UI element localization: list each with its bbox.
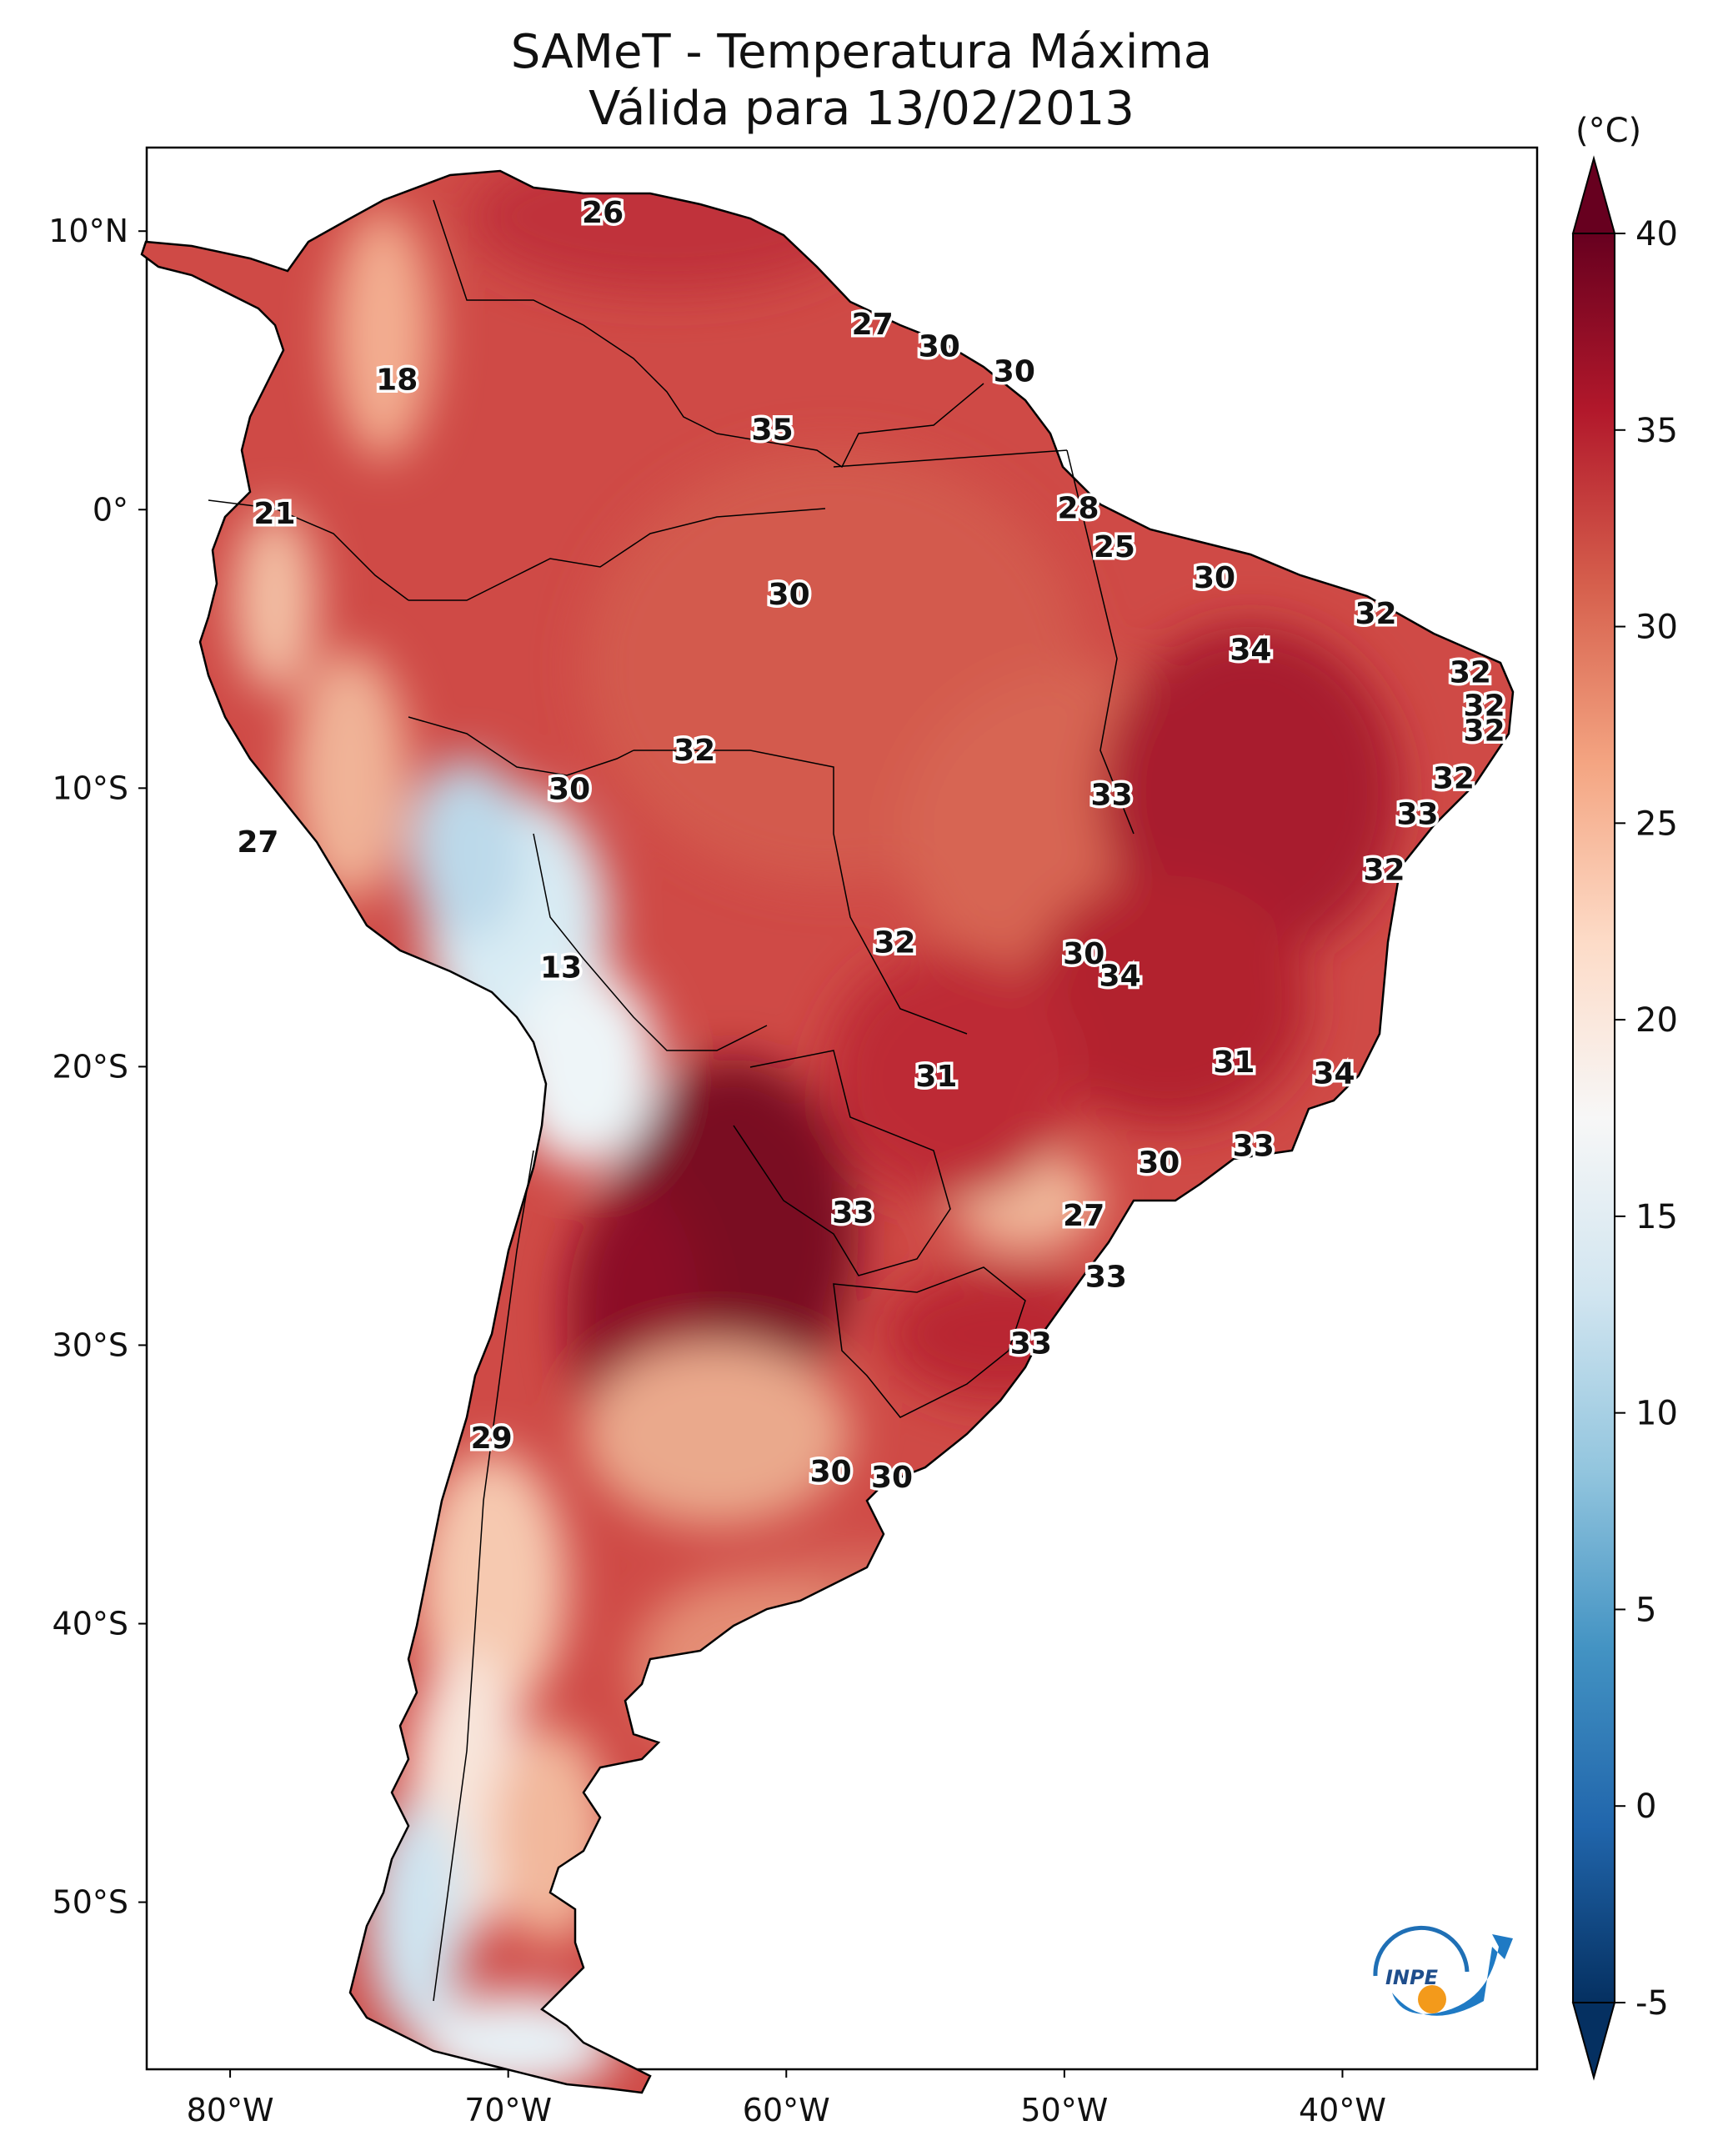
colorbar-tick-label: 40	[1635, 215, 1678, 253]
latitude-axis: 10°N 0° 10°S 20°S 30°S 40°S 50°S	[48, 213, 147, 1921]
lat-tick-label: 50°S	[53, 1884, 128, 1921]
temperature-label: 21	[253, 497, 295, 531]
temperature-label: 18	[376, 364, 418, 398]
colorbar-tick-label: 5	[1635, 1591, 1656, 1629]
lat-tick-label: 30°S	[53, 1326, 128, 1363]
colorbar-tick-label: 10	[1635, 1395, 1678, 1433]
temperature-label: 30	[919, 330, 960, 364]
inpe-logo: INPE	[1373, 1926, 1513, 2016]
temperature-label: 32	[1464, 689, 1505, 723]
temperature-label: 34	[1313, 1056, 1355, 1091]
lat-tick-label: 10°N	[48, 213, 128, 249]
temperature-label: 34	[1099, 959, 1141, 993]
temperature-label: 31	[1213, 1045, 1255, 1080]
temperature-label: 27	[852, 308, 894, 342]
lon-tick-label: 80°W	[187, 2092, 274, 2128]
temperature-labels: 2618212730303528253030323432323232333230…	[234, 193, 1508, 1498]
temperature-label: 33	[1010, 1326, 1052, 1361]
lat-tick-label: 10°S	[53, 770, 128, 806]
temperature-label: 32	[874, 925, 915, 960]
temperature-label: 33	[832, 1196, 874, 1230]
lat-tick-label: 40°S	[53, 1606, 128, 1642]
colorbar-tick-label: 0	[1635, 1787, 1656, 1826]
temperature-label: 30	[810, 1455, 852, 1489]
inpe-logo-text: INPE	[1385, 1966, 1439, 1989]
lat-tick-label: 20°S	[53, 1048, 128, 1085]
country-borders	[208, 199, 1134, 2002]
lat-tick-label: 0°	[93, 491, 128, 528]
temperature-label: 32	[1464, 714, 1505, 749]
colorbar-max-arrow	[1571, 155, 1616, 234]
temperature-label: 30	[994, 355, 1035, 389]
temperature-label: 33	[1091, 778, 1133, 812]
temperature-label: 30	[1194, 561, 1235, 595]
temperature-label: 32	[1433, 761, 1475, 795]
temperature-label: 27	[237, 825, 278, 860]
colorbar-unit: (°C)	[1575, 112, 1641, 150]
map-subtitle: Válida para 13/02/2013	[589, 82, 1134, 136]
temperature-label: 26	[582, 196, 624, 230]
temperature-field	[142, 171, 1513, 2093]
temperature-label: 28	[1058, 491, 1099, 525]
colorbar-tick-label: 25	[1635, 805, 1678, 843]
temperature-label: 34	[1230, 634, 1271, 668]
colorbar-tick-label: 30	[1635, 609, 1678, 647]
colorbar-ramp	[1572, 233, 1615, 2003]
temperature-label: 33	[1085, 1260, 1127, 1294]
colorbar-tick-label: 15	[1635, 1198, 1678, 1236]
temperature-label: 25	[1094, 530, 1135, 564]
lon-tick-label: 70°W	[464, 2092, 552, 2128]
temperature-label: 32	[1355, 597, 1396, 631]
map-title: SAMeT - Temperatura Máxima	[510, 25, 1213, 79]
temperature-label: 31	[915, 1060, 957, 1094]
colorbar-tick-label: 35	[1635, 412, 1678, 450]
colorbar-tick-label: -5	[1635, 1984, 1669, 2023]
temperature-label: 29	[471, 1421, 513, 1456]
temperature-label: 30	[1063, 937, 1104, 971]
lon-tick-label: 40°W	[1299, 2092, 1386, 2128]
colorbar-min-arrow	[1571, 2002, 1616, 2081]
temperature-label: 32	[1450, 655, 1491, 689]
temperature-label: 30	[548, 773, 590, 807]
temperature-label: 30	[769, 578, 810, 612]
colorbar-tick-label: 20	[1635, 1001, 1678, 1040]
colorbar: (°C) 40 35 30 25 20 15 10 5 0 -5	[1571, 112, 1678, 2081]
longitude-axis: 80°W 70°W 60°W 50°W 40°W	[187, 2069, 1386, 2128]
lon-tick-label: 50°W	[1020, 2092, 1108, 2128]
temperature-label: 32	[674, 734, 715, 768]
temperature-label: 33	[1396, 798, 1438, 832]
temperature-label: 32	[1363, 854, 1405, 888]
temperature-label: 35	[752, 414, 794, 448]
temperature-label: 33	[1233, 1129, 1275, 1163]
temperature-label: 13	[540, 950, 582, 985]
temperature-label: 30	[1138, 1146, 1180, 1180]
temperature-label: 30	[871, 1461, 913, 1495]
lon-tick-label: 60°W	[743, 2092, 830, 2128]
temperature-label: 27	[1063, 1199, 1104, 1233]
